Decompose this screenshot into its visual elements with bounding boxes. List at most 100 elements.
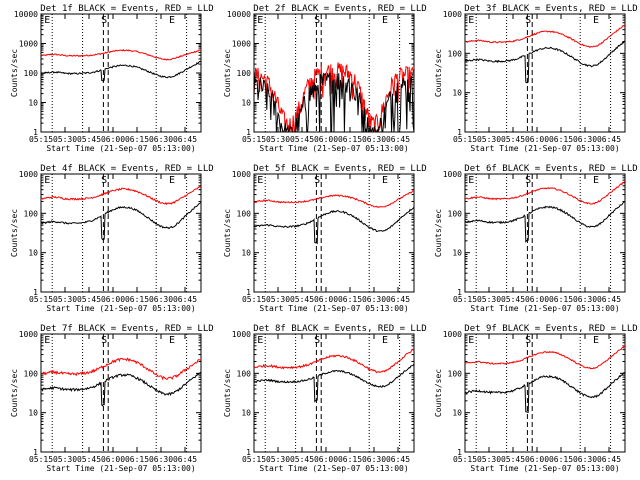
y-tick-label: 1 [457,448,462,457]
x-tick-label: 05:30 [53,135,77,144]
lld-series-line [254,62,414,132]
x-tick-label: 06:30 [149,295,173,304]
plot-frame [464,13,626,133]
x-tick-label: 06:45 [597,455,621,464]
x-axis-label: Start Time (21-Sep-07 05:13:00) [259,464,408,473]
events-series-line [254,72,414,132]
x-tick-label: 06:00 [314,135,338,144]
y-tick-label: 10 [452,249,462,258]
panel-title: Det 1f BLACK = Events, RED = LLD [40,4,213,14]
y-axis-label: Counts/sec [10,369,19,417]
x-tick-label: 05:15 [29,455,53,464]
marker-label-s: S [314,15,320,26]
lld-series-line [41,186,201,206]
y-tick-label: 100 [448,49,463,58]
y-tick-label: 1000 [443,10,462,19]
y-tick-label: 1000 [19,170,38,179]
lld-series-line [465,24,625,49]
x-tick-label: 05:15 [242,295,266,304]
x-tick-label: 06:30 [149,135,173,144]
x-tick-label: 05:45 [501,455,525,464]
y-tick-label: 10 [452,89,462,98]
events-series-line [465,201,625,243]
y-axis-label: Counts/sec [10,209,19,257]
lld-series-line [465,345,625,370]
y-tick-label: 1000 [443,330,462,339]
y-tick-label: 1000 [232,170,251,179]
x-tick-label: 05:45 [290,295,314,304]
marker-label-e: E [257,15,263,26]
x-tick-label: 06:45 [173,295,197,304]
panel-title: Det 8f BLACK = Events, RED = LLD [253,324,426,334]
marker-label-e: E [44,175,50,186]
x-axis-label: Start Time (21-Sep-07 05:13:00) [470,304,619,313]
x-tick-label: 06:00 [525,135,549,144]
x-tick-label: 06:00 [525,295,549,304]
y-tick-label: 10 [241,249,251,258]
y-tick-label: 1 [457,128,462,137]
x-tick-label: 05:15 [453,295,477,304]
x-tick-label: 06:00 [314,455,338,464]
x-tick-label: 05:30 [266,135,290,144]
x-tick-label: 05:15 [242,455,266,464]
marker-label-e: E [468,175,474,186]
y-axis-label: Counts/sec [223,49,232,97]
x-tick-label: 06:00 [101,455,125,464]
x-tick-label: 06:15 [338,135,362,144]
events-series-line [465,40,625,84]
marker-label-e: E [382,15,388,26]
x-tick-label: 06:15 [549,455,573,464]
events-series-line [465,372,625,413]
marker-label-s: S [525,335,531,346]
x-axis-label: Start Time (21-Sep-07 05:13:00) [46,304,195,313]
x-tick-label: 06:30 [149,455,173,464]
panel-title: Det 6f BLACK = Events, RED = LLD [464,164,637,174]
marker-label-s: S [314,175,320,186]
y-tick-label: 100 [448,369,463,378]
x-tick-label: 05:30 [477,295,501,304]
y-tick-label: 10000 [14,10,38,19]
y-tick-label: 10 [28,99,38,108]
x-tick-label: 06:00 [101,295,125,304]
y-tick-label: 100 [237,69,252,78]
y-axis-label: Counts/sec [223,369,232,417]
events-series-line [41,60,201,83]
x-tick-label: 06:15 [338,455,362,464]
x-tick-label: 06:45 [386,135,410,144]
y-tick-label: 1000 [19,40,38,49]
marker-label-s: S [314,335,320,346]
events-series-line [254,363,414,403]
x-tick-label: 06:45 [386,455,410,464]
marker-label-e: E [169,15,175,26]
marker-label-e: E [44,15,50,26]
x-tick-label: 05:45 [77,135,101,144]
x-tick-label: 05:30 [266,295,290,304]
lld-series-line [254,190,414,208]
x-tick-label: 06:45 [597,295,621,304]
x-tick-label: 06:15 [549,135,573,144]
plot-frame [253,173,415,293]
x-tick-label: 06:30 [362,295,386,304]
plot-frame [40,333,202,453]
x-tick-label: 06:45 [597,135,621,144]
x-tick-label: 06:45 [173,455,197,464]
marker-label-e: E [593,15,599,26]
lld-series-line [41,48,201,61]
x-tick-label: 06:00 [314,295,338,304]
events-series-line [41,371,201,407]
panel-title: Det 3f BLACK = Events, RED = LLD [464,4,637,14]
panel-title: Det 7f BLACK = Events, RED = LLD [40,324,213,334]
x-tick-label: 05:45 [290,455,314,464]
y-tick-label: 100 [237,209,252,218]
panel-title: Det 2f BLACK = Events, RED = LLD [253,4,426,14]
x-tick-label: 06:00 [525,455,549,464]
x-tick-label: 05:45 [77,455,101,464]
y-tick-label: 10 [241,99,251,108]
lld-series-line [254,348,414,374]
x-axis-label: Start Time (21-Sep-07 05:13:00) [470,144,619,153]
marker-label-e: E [468,15,474,26]
x-tick-label: 06:15 [125,455,149,464]
